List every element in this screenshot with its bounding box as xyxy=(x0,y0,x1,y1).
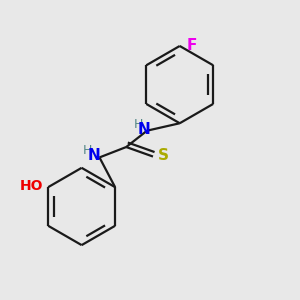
Text: H: H xyxy=(134,118,143,130)
Text: S: S xyxy=(158,148,169,164)
Text: N: N xyxy=(138,122,150,137)
Text: F: F xyxy=(186,38,197,53)
Text: HO: HO xyxy=(20,179,44,193)
Text: H: H xyxy=(83,143,92,157)
Text: N: N xyxy=(87,148,100,163)
